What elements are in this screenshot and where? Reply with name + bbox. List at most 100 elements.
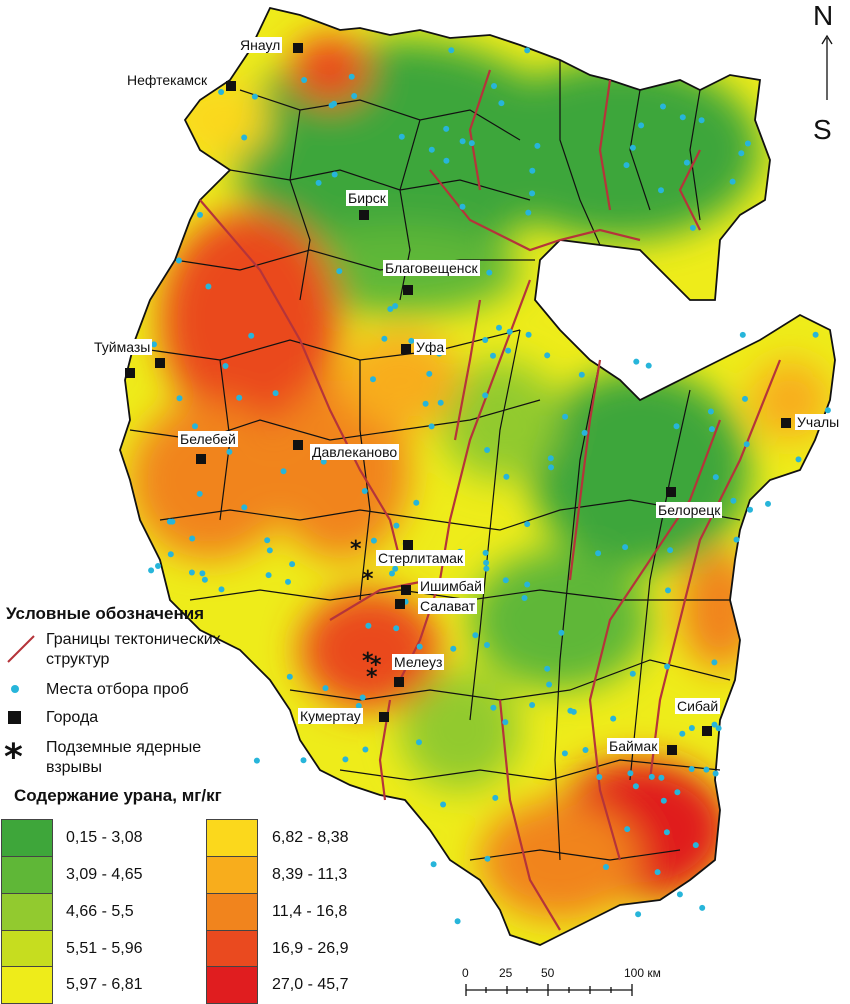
sample-point: [272, 390, 279, 397]
sample-point: [632, 783, 639, 790]
class-label: 16,9 - 26,9: [272, 940, 349, 957]
city-square-icon: [8, 711, 21, 724]
sample-point: [413, 499, 420, 506]
city-marker-icon: [401, 344, 411, 354]
sample-point: [443, 125, 450, 132]
city-label-uchaly: Учалы: [795, 414, 842, 430]
sample-point: [496, 324, 502, 331]
sample-point: [398, 133, 405, 140]
class-swatch: [1, 966, 53, 1004]
sample-point: [711, 659, 718, 666]
explosion-icon: *: [366, 665, 378, 690]
sample-point: [197, 211, 203, 218]
asterisk-icon: *: [4, 737, 23, 778]
city-label-baymak: Баймак: [607, 738, 660, 754]
sample-point: [459, 138, 466, 145]
sample-point: [664, 663, 671, 670]
city-label-davlekanovo: Давлеканово: [310, 444, 400, 460]
sample-point: [201, 576, 208, 583]
class-swatch: [1, 930, 53, 968]
sample-point: [633, 358, 640, 365]
sample-point: [236, 394, 243, 401]
sample-point: [503, 473, 510, 480]
city-label-sterlitamak: Стерлитамак: [376, 550, 466, 566]
sample-point: [673, 423, 680, 430]
sample-point: [155, 563, 161, 569]
sample-point: [648, 773, 655, 780]
sample-point: [624, 826, 631, 833]
sample-point: [192, 423, 198, 430]
sample-dot-icon: [11, 685, 19, 693]
sample-point: [610, 715, 617, 722]
sample-point: [663, 829, 670, 836]
sample-point: [658, 774, 665, 781]
class-label: 5,51 - 5,96: [66, 940, 143, 957]
sample-point: [300, 757, 307, 764]
sample-point: [315, 179, 322, 186]
city-marker-icon: [395, 599, 405, 609]
scale-label-0: 0: [462, 966, 469, 980]
sample-point: [264, 537, 271, 544]
sample-point: [482, 392, 489, 399]
sample-point: [454, 918, 461, 925]
north-label: N: [813, 0, 834, 31]
explosion-icon: *: [362, 649, 374, 674]
sample-point: [241, 504, 248, 511]
sample-point: [711, 721, 718, 728]
legend-item-tectonic: Границы тектонических структур: [46, 631, 221, 668]
sample-point: [654, 869, 661, 876]
sample-point: [708, 426, 715, 433]
sample-point: [188, 569, 195, 576]
sample-point: [707, 408, 714, 415]
sample-point: [548, 464, 554, 471]
sample-point: [627, 770, 634, 777]
sample-point: [742, 395, 748, 402]
scale-label-25: 25: [499, 966, 513, 980]
sample-point: [715, 725, 722, 732]
sample-points: [148, 47, 831, 925]
south-label: S: [813, 114, 832, 145]
sample-point: [205, 283, 212, 290]
sample-point: [430, 861, 437, 868]
sample-point: [351, 93, 358, 99]
sample-point: [218, 586, 225, 593]
sample-point: [426, 370, 433, 377]
class-label: 27,0 - 45,7: [272, 976, 349, 993]
sample-point: [567, 707, 574, 714]
sample-point: [381, 335, 388, 342]
legend-item-explosions: Подземные ядерные взрывы: [46, 739, 202, 776]
nuclear-explosion-markers: * * * * *: [350, 537, 382, 690]
sample-point: [490, 352, 496, 359]
sample-point: [824, 407, 831, 414]
sample-point: [674, 789, 681, 796]
sample-point: [688, 725, 695, 731]
city-marker-icon: [666, 487, 676, 497]
city-marker-icon: [359, 210, 369, 220]
city-marker-icon: [155, 358, 165, 368]
city-label-belebey: Белебей: [178, 431, 238, 447]
city-marker-icon: [293, 440, 303, 450]
sample-point: [658, 187, 664, 194]
sample-point: [546, 681, 553, 688]
sample-point: [529, 167, 536, 174]
sample-point: [459, 203, 466, 210]
sample-point: [744, 140, 751, 147]
sample-point: [365, 622, 372, 629]
sample-point: [408, 337, 415, 344]
tectonic-line-icon: [7, 635, 35, 663]
sample-point: [525, 331, 532, 338]
city-markers: [125, 43, 791, 755]
sample-point: [558, 629, 565, 636]
sample-point: [667, 547, 674, 554]
city-label-salavat: Салават: [418, 598, 478, 614]
sample-point: [437, 399, 444, 406]
sample-point: [253, 757, 260, 764]
sample-point: [199, 570, 206, 577]
sample-point: [370, 376, 376, 383]
sample-point: [348, 73, 355, 80]
district-borders: [119, 6, 836, 946]
sample-point: [266, 547, 273, 554]
sample-point: [392, 565, 399, 572]
legend-item-cities: Города: [46, 709, 99, 726]
